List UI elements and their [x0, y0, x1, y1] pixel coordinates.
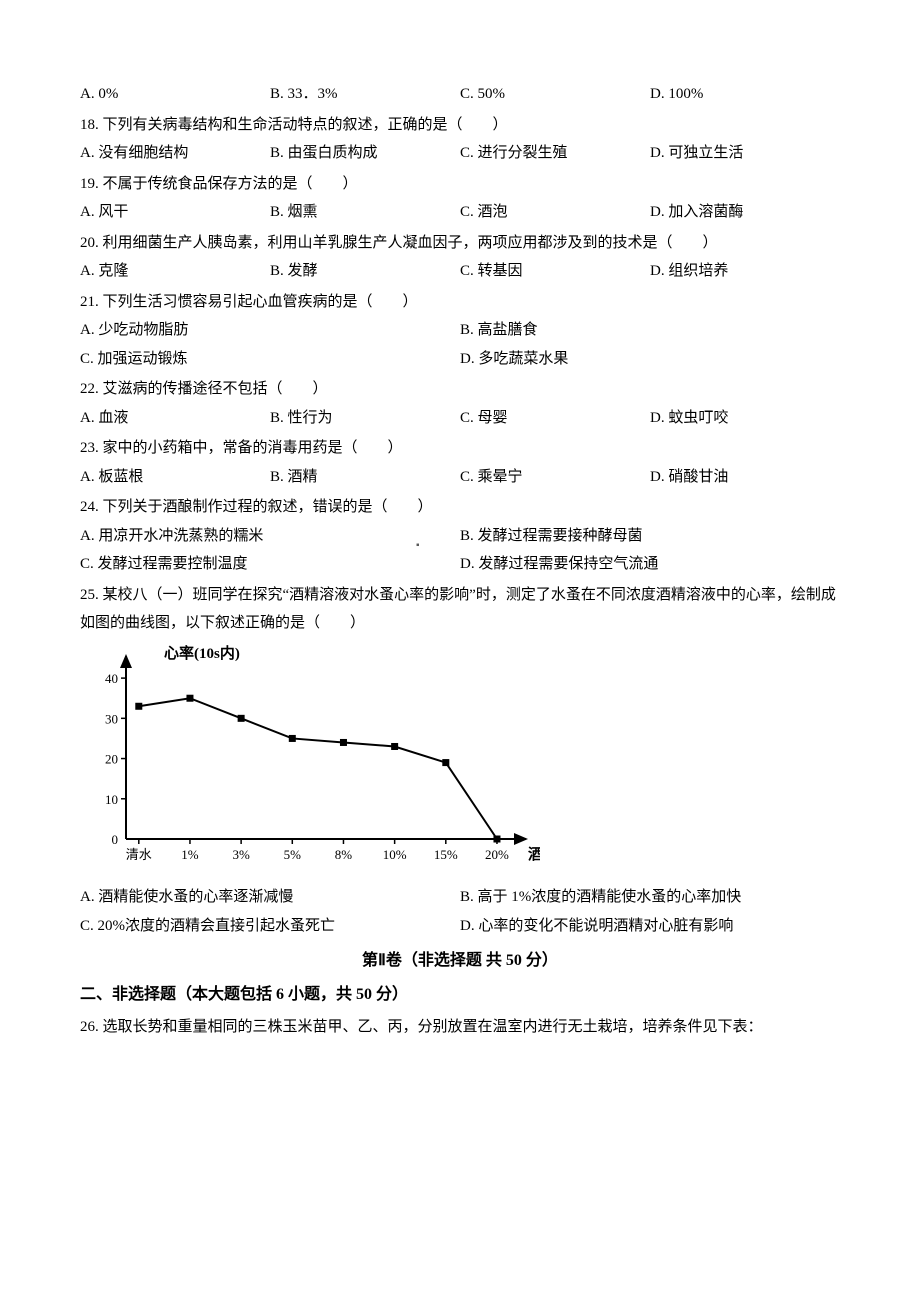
opt-a: A. 酒精能使水蚤的心率逐渐减慢 — [80, 883, 460, 912]
opt-d: D. 多吃蔬菜水果 — [460, 345, 840, 374]
svg-text:清水: 清水 — [126, 847, 152, 862]
opt-a: A. 风干 — [80, 198, 270, 227]
svg-text:30: 30 — [105, 711, 118, 726]
opt-b: B. 由蛋白质构成 — [270, 139, 460, 168]
q23-stem: 23. 家中的小药箱中，常备的消毒用药是（ ） — [80, 434, 840, 463]
q18-options: A. 没有细胞结构 B. 由蛋白质构成 C. 进行分裂生殖 D. 可独立生活 — [80, 139, 840, 168]
q19-options: A. 风干 B. 烟熏 C. 酒泡 D. 加入溶菌酶 — [80, 198, 840, 227]
svg-text:20: 20 — [105, 751, 118, 766]
opt-c: C. 加强运动锻炼 — [80, 345, 460, 374]
svg-text:5%: 5% — [284, 847, 302, 862]
svg-text:40: 40 — [105, 671, 118, 686]
opt-b: B. 发酵 — [270, 257, 460, 286]
opt-b: B. 33．3% — [270, 80, 460, 109]
opt-c: C. 50% — [460, 80, 650, 109]
opt-b: B. 高于 1%浓度的酒精能使水蚤的心率加快 — [460, 883, 840, 912]
opt-b: B. 发酵过程需要接种酵母菌 — [460, 522, 840, 551]
opt-c: C. 转基因 — [460, 257, 650, 286]
q22-options: A. 血液 B. 性行为 C. 母婴 D. 蚊虫叮咬 — [80, 404, 840, 433]
opt-b: B. 性行为 — [270, 404, 460, 433]
opt-d: D. 发酵过程需要保持空气流通 — [460, 556, 658, 572]
q22-stem: 22. 艾滋病的传播途径不包括（ ） — [80, 375, 840, 404]
opt-d: D. 100% — [650, 80, 840, 109]
center-marker: ▪ — [416, 536, 420, 555]
opt-a: A. 0% — [80, 80, 270, 109]
opt-b: B. 烟熏 — [270, 198, 460, 227]
q25-options: A. 酒精能使水蚤的心率逐渐减慢 B. 高于 1%浓度的酒精能使水蚤的心率加快 … — [80, 883, 840, 940]
q23-options: A. 板蓝根 B. 酒精 C. 乘晕宁 D. 硝酸甘油 — [80, 463, 840, 492]
q20-options: A. 克隆 B. 发酵 C. 转基因 D. 组织培养 — [80, 257, 840, 286]
svg-text:8%: 8% — [335, 847, 353, 862]
svg-text:3%: 3% — [232, 847, 250, 862]
q26-stem: 26. 选取长势和重量相同的三株玉米苗甲、乙、丙，分别放置在温室内进行无土栽培，… — [80, 1013, 840, 1042]
q18-stem: 18. 下列有关病毒结构和生命活动特点的叙述，正确的是（ ） — [80, 111, 840, 140]
opt-a: A. 克隆 — [80, 257, 270, 286]
svg-text:15%: 15% — [434, 847, 458, 862]
opt-a: A. 没有细胞结构 — [80, 139, 270, 168]
opt-d: D. 心率的变化不能说明酒精对心脏有影响 — [460, 912, 840, 941]
opt-c: C. 乘晕宁 — [460, 463, 650, 492]
opt-d-wrap: ▪ D. 发酵过程需要保持空气流通 — [460, 550, 840, 579]
opt-d: D. 加入溶菌酶 — [650, 198, 840, 227]
opt-a: A. 板蓝根 — [80, 463, 270, 492]
section2-title: 第Ⅱ卷（非选择题 共 50 分） — [80, 946, 840, 976]
opt-d: D. 蚊虫叮咬 — [650, 404, 840, 433]
q21-options: A. 少吃动物脂肪 B. 高盐膳食 C. 加强运动锻炼 D. 多吃蔬菜水果 — [80, 316, 840, 373]
q24-options: A. 用凉开水冲洗蒸熟的糯米 B. 发酵过程需要接种酵母菌 C. 发酵过程需要控… — [80, 522, 840, 579]
q20-stem: 20. 利用细菌生产人胰岛素，利用山羊乳腺生产人凝血因子，两项应用都涉及到的技术… — [80, 229, 840, 258]
opt-a: A. 少吃动物脂肪 — [80, 316, 460, 345]
svg-text:10: 10 — [105, 791, 118, 806]
heart-rate-chart: 0 10 20 30 40 清水 1% 3% 5% 8% 10% 15% 20% 心率(10s内) 酒精溶液 — [80, 644, 540, 869]
opt-b: B. 酒精 — [270, 463, 460, 492]
q24-stem: 24. 下列关于酒酿制作过程的叙述，错误的是（ ） — [80, 493, 840, 522]
svg-text:10%: 10% — [383, 847, 407, 862]
opt-c: C. 母婴 — [460, 404, 650, 433]
opt-a: A. 血液 — [80, 404, 270, 433]
svg-text:1%: 1% — [181, 847, 199, 862]
q19-stem: 19. 不属于传统食品保存方法的是（ ） — [80, 170, 840, 199]
q-pre-options: A. 0% B. 33．3% C. 50% D. 100% — [80, 80, 840, 109]
opt-d: D. 可独立生活 — [650, 139, 840, 168]
opt-a: A. 用凉开水冲洗蒸熟的糯米 — [80, 522, 460, 551]
opt-d: D. 硝酸甘油 — [650, 463, 840, 492]
svg-text:酒精溶液: 酒精溶液 — [528, 845, 540, 863]
svg-text:心率(10s内): 心率(10s内) — [164, 644, 240, 662]
opt-d: D. 组织培养 — [650, 257, 840, 286]
q21-stem: 21. 下列生活习惯容易引起心血管疾病的是（ ） — [80, 288, 840, 317]
q25-stem: 25. 某校八（一）班同学在探究“酒精溶液对水蚤心率的影响”时，测定了水蚤在不同… — [80, 581, 840, 638]
opt-c: C. 进行分裂生殖 — [460, 139, 650, 168]
opt-c: C. 20%浓度的酒精会直接引起水蚤死亡 — [80, 912, 460, 941]
opt-c: C. 发酵过程需要控制温度 — [80, 550, 460, 579]
svg-text:0: 0 — [112, 832, 119, 847]
q25-chart: 0 10 20 30 40 清水 1% 3% 5% 8% 10% 15% 20% 心率(10s内) 酒精溶液 — [80, 644, 840, 880]
section2-sub: 二、非选择题（本大题包括 6 小题，共 50 分） — [80, 980, 840, 1010]
opt-c: C. 酒泡 — [460, 198, 650, 227]
svg-text:20%: 20% — [485, 847, 509, 862]
opt-b: B. 高盐膳食 — [460, 316, 840, 345]
